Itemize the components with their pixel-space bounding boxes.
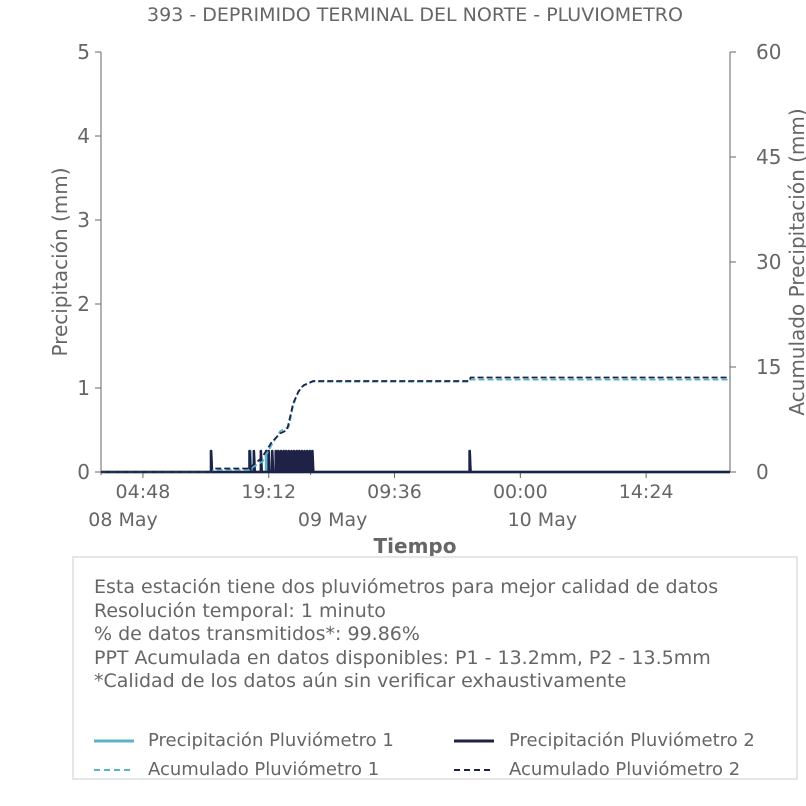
left-tick-label: 4 <box>77 124 90 148</box>
legend-swatch-p2 <box>454 739 494 743</box>
legend-item-acc2[interactable]: Acumulado Pluviómetro 2 <box>509 759 741 780</box>
x-date-label: 10 May <box>508 509 578 531</box>
series-layer <box>101 376 730 474</box>
chart-title: 393 - DEPRIMIDO TERMINAL DEL NORTE - PLU… <box>147 4 683 26</box>
right-tick-labels: 0 15 30 45 60 <box>730 40 781 484</box>
left-tick-label: 3 <box>77 208 90 232</box>
left-tick-labels: 0 1 2 3 4 5 <box>77 40 101 484</box>
legend-item-acc1[interactable]: Acumulado Pluviómetro 1 <box>148 759 380 780</box>
right-tick-label: 45 <box>756 145 781 169</box>
legend-swatch-p1 <box>94 739 134 743</box>
info-box: Esta estación tiene dos pluviómetros par… <box>72 556 798 780</box>
y2-axis-label: Acumulado Precipitación (mm) <box>785 108 806 415</box>
x-date-label: 09 May <box>298 509 368 531</box>
right-tick-label: 60 <box>756 40 781 64</box>
info-lines: Esta estación tiene dos pluviómetros par… <box>94 576 718 694</box>
legend-swatch-acc2 <box>454 769 494 771</box>
legend-item-p1[interactable]: Precipitación Pluviómetro 1 <box>148 730 394 751</box>
info-line-resolution: Resolución temporal: 1 minuto <box>94 599 386 622</box>
series-line-1 <box>101 449 730 474</box>
x-tick-labels: 04:48 19:12 09:36 00:00 14:24 08 May 09 May 10 … <box>88 472 674 531</box>
left-tick-label: 2 <box>77 292 90 316</box>
x-tick-label: 09:36 <box>367 481 422 503</box>
info-line-transmitted: % de datos transmitidos*: 99.86% <box>94 623 420 645</box>
right-tick-label: 30 <box>756 250 781 274</box>
series-line-4 <box>101 376 730 473</box>
x-tick-label: 14:24 <box>619 481 674 503</box>
right-tick-label: 15 <box>756 355 781 379</box>
x-tick-label: 04:48 <box>116 481 171 503</box>
series-line-2 <box>101 449 730 474</box>
left-tick-label: 0 <box>77 460 90 484</box>
x-date-label: 08 May <box>88 509 158 531</box>
rain-chart: 393 - DEPRIMIDO TERMINAL DEL NORTE - PLU… <box>48 4 806 556</box>
x-tick-label: 00:00 <box>493 481 548 503</box>
x-tick-label: 19:12 <box>241 481 296 503</box>
info-line-accumulated: PPT Acumulada en datos disponibles: P1 -… <box>94 646 711 669</box>
left-tick-label: 1 <box>77 376 90 400</box>
info-line-dual-gauge: Esta estación tiene dos pluviómetros par… <box>94 576 719 598</box>
info-line-quality: *Calidad de los datos aún sin verificar … <box>94 670 627 692</box>
left-tick-label: 5 <box>77 40 90 64</box>
series-line-3 <box>101 378 730 473</box>
legend-item-p2[interactable]: Precipitación Pluviómetro 2 <box>509 730 755 751</box>
y-axis-label: Precipitación (mm) <box>48 167 72 356</box>
legend-swatch-acc1 <box>94 769 134 771</box>
x-axis-label: Tiempo <box>374 534 457 556</box>
right-tick-label: 0 <box>756 460 769 484</box>
